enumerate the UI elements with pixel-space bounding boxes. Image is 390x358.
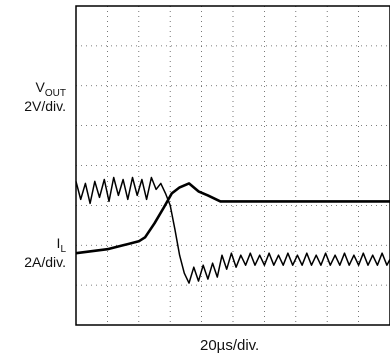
- il-subscript: L: [60, 244, 66, 255]
- trace-il: [75, 176, 390, 284]
- plot-frame: [75, 5, 390, 326]
- il-scale: 2A/div.: [24, 254, 66, 270]
- traces: [75, 176, 390, 284]
- vout-main: V: [35, 79, 45, 95]
- trace-vout: [75, 182, 390, 255]
- vout-subscript: OUT: [44, 88, 66, 99]
- vout-scale: 2V/div.: [24, 98, 66, 114]
- x-axis-label: 20µs/div.: [200, 337, 260, 354]
- grid: [76, 6, 390, 325]
- il-main: I: [56, 235, 61, 251]
- il-label: IL 2A/div.: [0, 235, 66, 270]
- vout-name: VOUT: [0, 79, 66, 99]
- vout-label: VOUT 2V/div.: [0, 79, 66, 114]
- il-name: IL: [0, 235, 66, 255]
